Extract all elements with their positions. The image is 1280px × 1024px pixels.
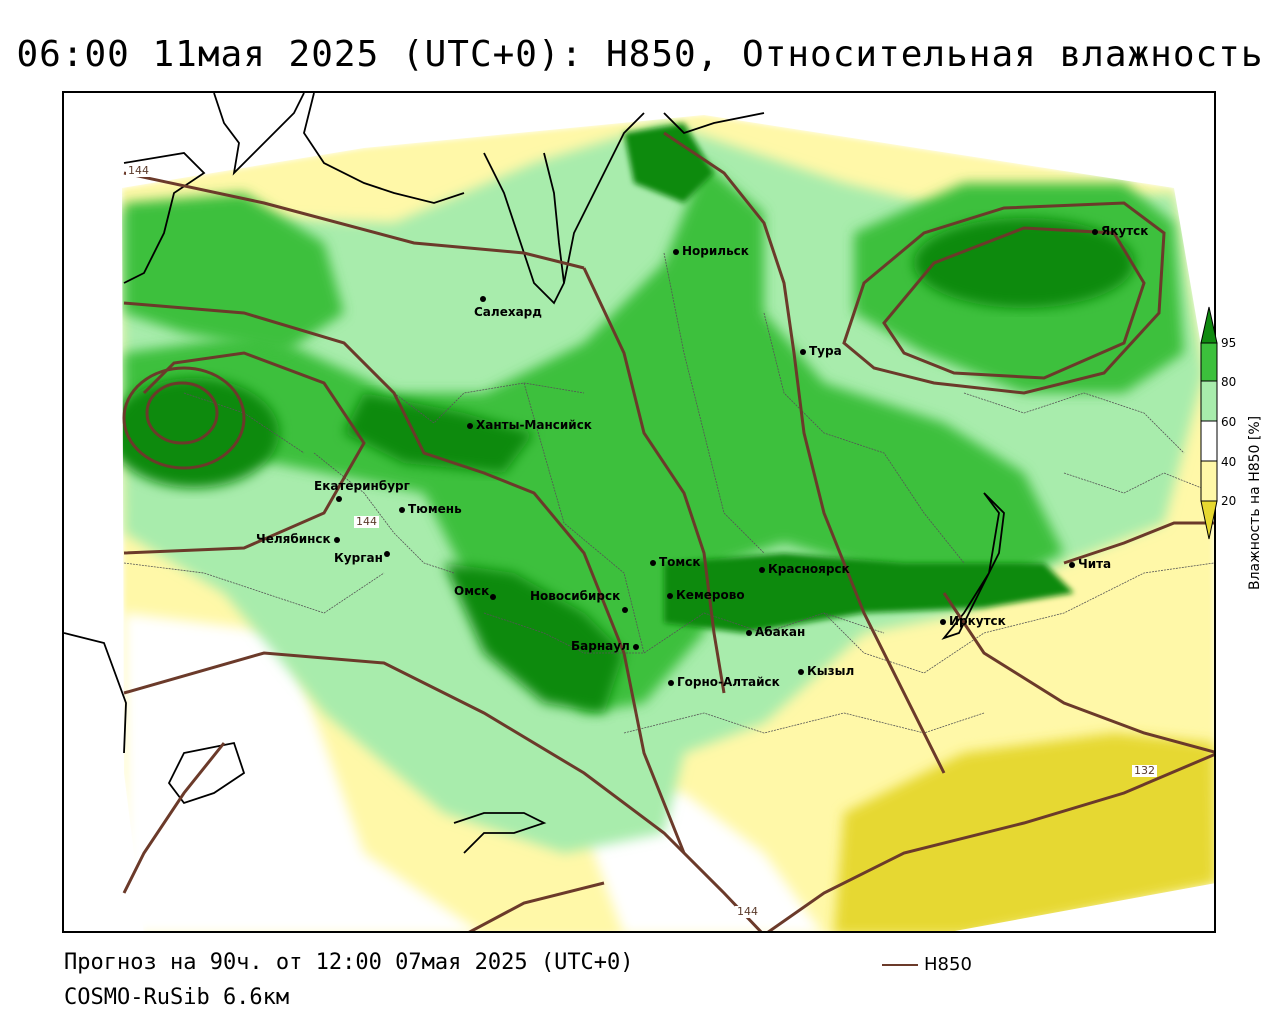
city-dot-icon: [632, 643, 639, 650]
humidity-legend: [1200, 305, 1218, 540]
city-marker[interactable]: Горно-Алтайск: [668, 675, 780, 689]
city-marker[interactable]: Абакан: [746, 625, 805, 639]
legend-tick: 80: [1221, 375, 1237, 389]
city-label: Красноярск: [768, 562, 850, 576]
forecast-info: Прогноз на 90ч. от 12:00 07мая 2025 (UTC…: [64, 950, 634, 975]
contour-label: 132: [1132, 764, 1157, 777]
city-dot-icon: [480, 295, 486, 302]
city-marker[interactable]: Красноярск: [759, 562, 850, 576]
city-marker[interactable]: Омск: [454, 584, 489, 598]
contour-label: 144: [735, 905, 760, 918]
map-title: 06:00 11мая 2025 (UTC+0): H850, Относите…: [16, 34, 1264, 75]
city-dot-icon: [333, 536, 340, 543]
city-dot[interactable]: [384, 546, 393, 560]
city-dot-icon: [1069, 561, 1075, 568]
city-label: Новосибирск: [530, 589, 621, 603]
contour-label: 144: [126, 164, 151, 177]
legend-tick: 20: [1221, 494, 1237, 508]
city-label: Иркутск: [949, 614, 1006, 628]
city-marker[interactable]: Иркутск: [940, 614, 1006, 628]
city-marker[interactable]: Тюмень: [399, 502, 462, 516]
city-label: Ханты-Мансийск: [476, 418, 592, 432]
city-label: Тура: [809, 344, 842, 358]
city-dot-icon: [650, 559, 656, 566]
city-dot-icon: [798, 668, 804, 675]
city-dot[interactable]: [622, 602, 631, 616]
city-label: Кемерово: [676, 588, 745, 602]
city-marker[interactable]: Томск: [650, 555, 701, 569]
city-dot[interactable]: [490, 589, 499, 603]
contour-label: 144: [354, 515, 379, 528]
legend-tick: 40: [1221, 455, 1237, 469]
city-label: Горно-Алтайск: [677, 675, 780, 689]
city-dot-icon: [399, 506, 405, 513]
city-dot-icon: [759, 566, 765, 573]
city-label: Якутск: [1101, 224, 1149, 238]
legend-tick: 95: [1221, 336, 1237, 350]
city-label: Салехард: [474, 305, 542, 319]
city-dot-icon: [746, 629, 752, 636]
humidity-map[interactable]: 144 144 132 144 Якутск Норильск Салехард…: [62, 91, 1216, 933]
city-dot-icon: [622, 606, 628, 613]
model-info: COSMO-RuSib 6.6км: [64, 985, 290, 1010]
contour-line-icon: [882, 964, 918, 966]
city-marker[interactable]: Курган: [334, 551, 383, 565]
city-marker[interactable]: Новосибирск: [530, 589, 620, 603]
city-marker[interactable]: [480, 291, 489, 305]
city-dot-icon: [490, 593, 496, 600]
city-dot-icon: [940, 618, 946, 625]
city-marker[interactable]: [336, 491, 345, 505]
map-canvas: [64, 93, 1214, 931]
city-dot-icon: [384, 550, 390, 557]
city-dot-icon: [1092, 228, 1098, 235]
legend-tick: 60: [1221, 415, 1237, 429]
city-label: Томск: [659, 555, 701, 569]
city-label: Барнаул: [571, 639, 630, 653]
city-label: Челябинск: [256, 532, 331, 546]
city-label: Кызыл: [807, 664, 855, 678]
city-dot-icon: [673, 248, 679, 255]
city-marker[interactable]: Ханты-Мансийск: [467, 418, 592, 432]
city-label: Абакан: [755, 625, 806, 639]
city-marker[interactable]: Норильск: [673, 244, 749, 258]
city-marker[interactable]: Чита: [1069, 557, 1111, 571]
city-dot-icon: [668, 679, 674, 686]
city-marker[interactable]: Якутск: [1092, 224, 1148, 238]
city-dot-icon: [667, 592, 673, 599]
city-label: Тюмень: [408, 502, 462, 516]
legend-bar: [1200, 306, 1218, 540]
city-label-only: Екатеринбург: [314, 479, 410, 493]
city-dot-icon: [800, 348, 806, 355]
city-label: Курган: [334, 551, 383, 565]
contour-legend: H850: [882, 954, 972, 975]
city-dot-icon: [336, 495, 342, 502]
city-label-only: Салехард: [474, 305, 542, 319]
city-label: Норильск: [682, 244, 749, 258]
contour-legend-label: H850: [924, 954, 972, 975]
city-dot-icon: [467, 422, 473, 429]
city-label: Екатеринбург: [314, 479, 410, 493]
city-marker[interactable]: Кемерово: [667, 588, 745, 602]
city-marker[interactable]: Тура: [800, 344, 842, 358]
city-marker[interactable]: Челябинск: [256, 532, 343, 546]
city-label: Чита: [1078, 557, 1112, 571]
city-marker[interactable]: Барнаул: [571, 639, 642, 653]
city-label: Омск: [454, 584, 490, 598]
legend-title: Влажность на H850 [%]: [1247, 415, 1263, 590]
city-marker[interactable]: Кызыл: [798, 664, 854, 678]
